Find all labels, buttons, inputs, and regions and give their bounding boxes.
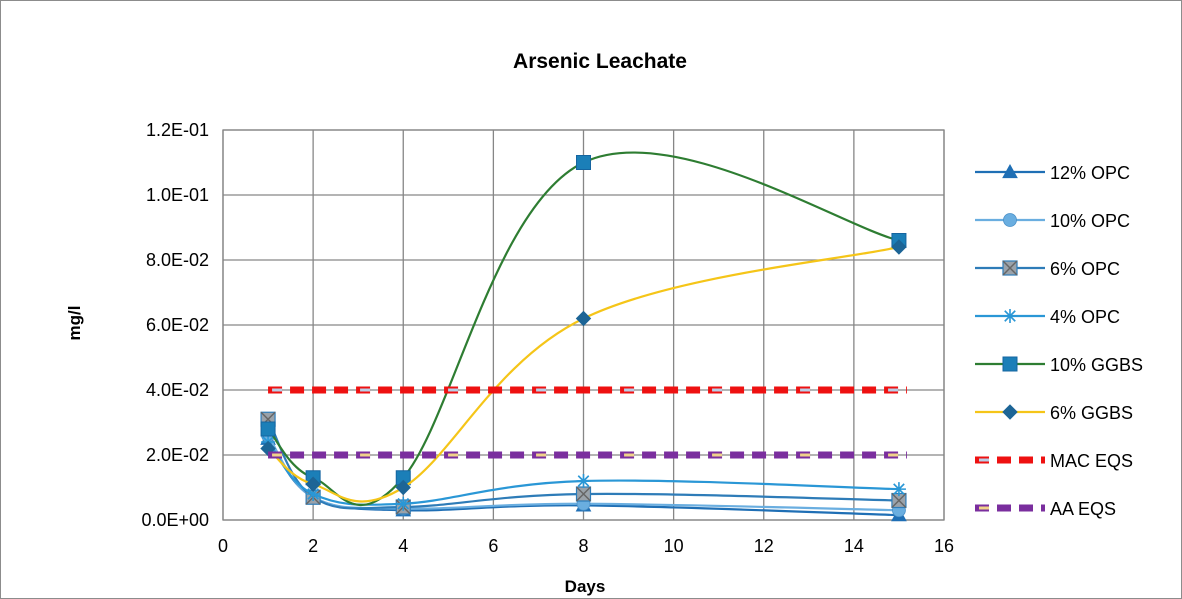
legend-item: 6% OPC [975,259,1120,279]
legend-label: 6% GGBS [1050,403,1133,423]
legend-item: 4% OPC [975,307,1120,327]
marker-cross [575,486,592,502]
x-tick-label: 16 [934,536,954,556]
y-tick-label: 1.2E-01 [146,120,209,140]
x-tick-label: 12 [754,536,774,556]
legend-item: 10% GGBS [975,355,1143,375]
data-point [396,496,411,511]
x-tick-label: 0 [218,536,228,556]
y-tick-label: 0.0E+00 [141,510,209,530]
legend-marker [1002,356,1018,372]
legend-marker [1002,404,1018,420]
x-tick-label: 8 [578,536,588,556]
data-point [576,474,591,488]
data-point [395,479,411,496]
data-point [306,487,321,501]
legend-marker [1003,309,1017,323]
legend: 12% OPC 10% OPC 6% OPC 4% OPC 10% GGBS 6% GGB… [975,163,1143,519]
data-point [576,155,591,170]
x-axis-label: Days [565,577,606,596]
x-tick-label: 10 [664,536,684,556]
data-point [575,310,592,327]
legend-item: 12% OPC [975,163,1130,183]
legend-item: 10% OPC [975,211,1130,231]
data-point [305,476,321,492]
y-tick-label: 2.0E-02 [146,445,209,465]
x-tick-label: 14 [844,536,864,556]
y-axis-label: mg/l [65,306,84,341]
data-point [891,239,907,255]
legend-item: MAC EQS [975,451,1133,471]
y-tick-label: 4.0E-02 [146,380,209,400]
legend-label: 12% OPC [1050,163,1130,183]
legend-item: 6% GGBS [975,403,1133,423]
x-tick-label: 4 [398,536,408,556]
series-layer [260,151,907,522]
y-tick-label: 6.0E-02 [146,315,209,335]
y-tick-label: 1.0E-01 [146,185,209,205]
data-point [575,486,592,502]
legend-marker [1003,213,1017,227]
legend-label: AA EQS [1050,499,1116,519]
legend-label: 6% OPC [1050,259,1120,279]
x-tick-label: 6 [488,536,498,556]
legend-label: 4% OPC [1050,307,1120,327]
y-tick-label: 8.0E-02 [146,250,209,270]
legend-label: 10% OPC [1050,211,1130,231]
x-tick-label: 2 [308,536,318,556]
chart-title: Arsenic Leachate [513,50,687,73]
marker-cross [891,492,907,509]
legend-marker [1002,163,1018,179]
data-point [891,482,906,497]
axis-layer: 0 2 4 6 8 10 12 14 16 0.0E+00 2.0E-02 4.0E-02 6.0E-0… [141,120,954,556]
legend-label: MAC EQS [1050,451,1133,471]
legend-marker [1002,260,1018,276]
data-point [260,421,276,437]
marker-cross [1002,260,1018,276]
legend-item: AA EQS [975,499,1116,519]
legend-label: 10% GGBS [1050,355,1143,375]
series-6-ggbs [260,239,907,503]
plot-area-border [222,129,945,521]
